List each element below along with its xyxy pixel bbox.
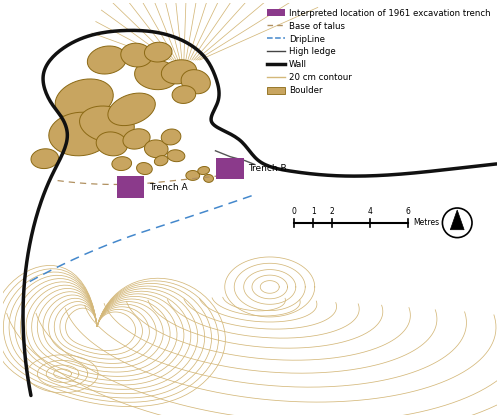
Polygon shape xyxy=(154,155,168,166)
Polygon shape xyxy=(162,60,196,84)
Legend: Interpreted location of 1961 excavation trench, Base of talus, DripLine, High le: Interpreted location of 1961 excavation … xyxy=(266,7,492,97)
Text: 4: 4 xyxy=(368,207,372,216)
Polygon shape xyxy=(88,46,126,74)
Polygon shape xyxy=(123,129,150,149)
Polygon shape xyxy=(198,166,209,175)
Polygon shape xyxy=(112,157,132,171)
Polygon shape xyxy=(172,86,196,103)
Polygon shape xyxy=(31,149,58,168)
Text: 6: 6 xyxy=(406,207,410,216)
Polygon shape xyxy=(162,129,181,145)
Text: 0: 0 xyxy=(292,207,297,216)
Polygon shape xyxy=(108,93,156,125)
Polygon shape xyxy=(96,132,128,156)
Polygon shape xyxy=(80,106,134,142)
Polygon shape xyxy=(55,79,113,120)
Text: Metres: Metres xyxy=(413,218,439,227)
Polygon shape xyxy=(186,171,200,181)
Polygon shape xyxy=(49,112,112,156)
Text: Trench A: Trench A xyxy=(150,183,188,192)
Polygon shape xyxy=(450,210,464,230)
Polygon shape xyxy=(167,150,185,162)
Polygon shape xyxy=(204,174,214,182)
Polygon shape xyxy=(136,163,152,175)
Text: 2: 2 xyxy=(330,207,334,216)
Text: 1: 1 xyxy=(311,207,316,216)
Polygon shape xyxy=(144,42,172,62)
Bar xyxy=(117,176,144,198)
Polygon shape xyxy=(181,70,210,94)
Polygon shape xyxy=(121,43,152,67)
Polygon shape xyxy=(134,60,178,90)
Text: Trench B: Trench B xyxy=(248,164,286,173)
Polygon shape xyxy=(144,140,168,158)
Bar xyxy=(216,158,244,179)
